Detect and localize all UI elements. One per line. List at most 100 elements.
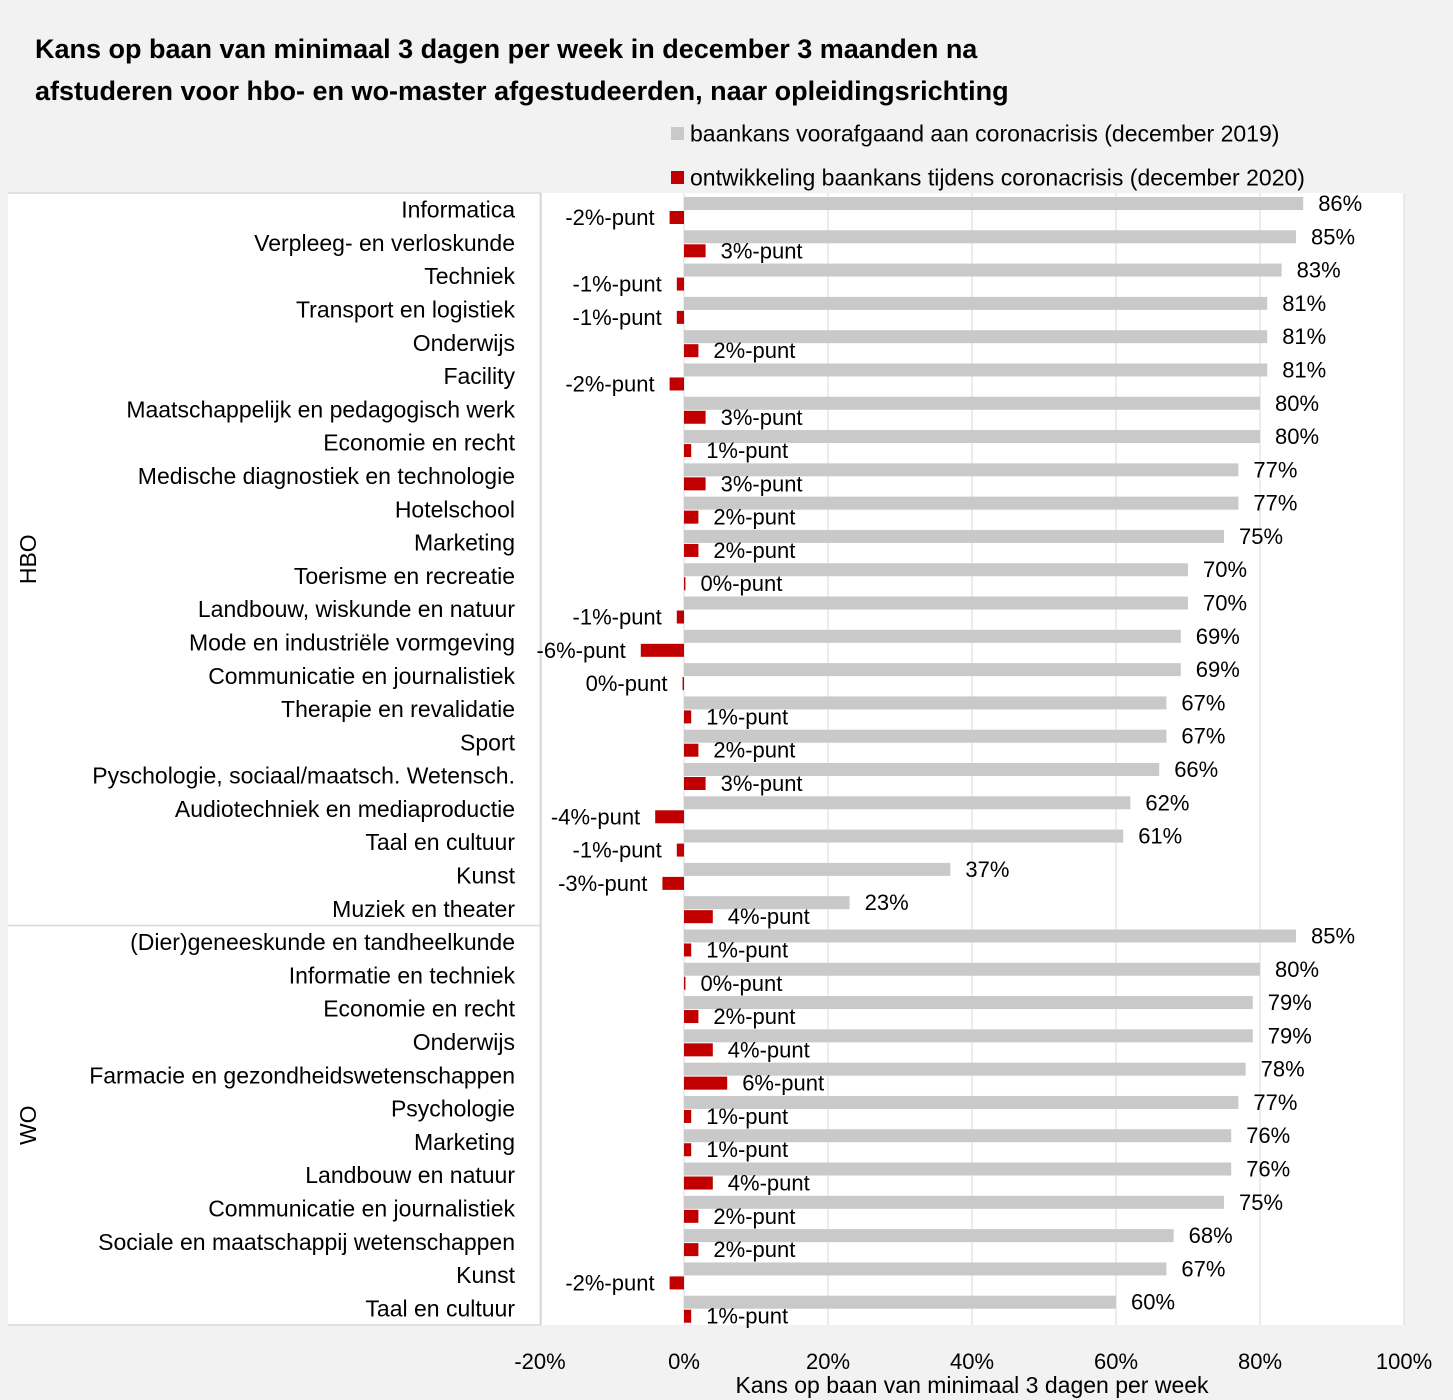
- bar-change-2020: [684, 543, 699, 557]
- bar-2019: [684, 962, 1260, 976]
- bar-change-2020: [684, 777, 706, 790]
- legend-label-change-2020: ontwikkeling baankans tijdens coronacris…: [690, 165, 1305, 191]
- data-label-2019: 83%: [1297, 258, 1341, 283]
- data-label-2019: 85%: [1311, 224, 1355, 249]
- category-label: Informatie en techniek: [289, 962, 516, 988]
- data-label-2019: 81%: [1282, 324, 1326, 349]
- x-tick-label: 80%: [1238, 1349, 1282, 1374]
- bar-change-2020: [684, 1143, 692, 1157]
- category-label: Sport: [460, 729, 516, 755]
- category-label: Farmacie en gezondheidswetenschappen: [89, 1062, 515, 1088]
- data-label-change-2020: -2%-punt: [565, 205, 654, 230]
- legend-swatch-2019: [671, 127, 684, 140]
- category-label: Facility: [443, 363, 515, 389]
- data-label-change-2020: 2%-punt: [713, 538, 795, 563]
- bar-change-2020: [684, 1010, 699, 1024]
- bar-change-2020: [682, 677, 684, 691]
- data-label-2019: 66%: [1174, 757, 1218, 782]
- category-label: Onderwijs: [413, 330, 515, 356]
- data-label-change-2020: 2%-punt: [713, 1204, 795, 1229]
- x-axis-title: Kans op baan van minimaal 3 dagen per we…: [735, 1372, 1209, 1398]
- bar-change-2020: [669, 377, 684, 391]
- data-label-change-2020: 4%-punt: [728, 1171, 810, 1196]
- data-label-2019: 78%: [1261, 1057, 1305, 1082]
- bar-change-2020: [669, 1276, 684, 1290]
- bar-change-2020: [684, 244, 706, 258]
- category-label: Landbouw en natuur: [305, 1162, 515, 1188]
- bar-change-2020: [669, 211, 684, 224]
- bar-change-2020: [684, 710, 692, 724]
- bar-2019: [684, 763, 1160, 776]
- bar-2019: [684, 463, 1239, 477]
- data-label-2019: 68%: [1189, 1223, 1233, 1248]
- bar-2019: [684, 330, 1268, 344]
- category-label: Onderwijs: [413, 1029, 515, 1055]
- category-label: Transport en logistiek: [296, 297, 516, 323]
- bar-2019: [684, 1062, 1246, 1076]
- bar-2019: [684, 496, 1239, 510]
- category-label: Therapie en revalidatie: [281, 696, 515, 722]
- bar-2019: [684, 796, 1131, 810]
- data-label-change-2020: -1%-punt: [573, 272, 662, 297]
- data-label-2019: 86%: [1318, 191, 1362, 216]
- data-label-2019: 67%: [1181, 1256, 1225, 1281]
- bar-2019: [684, 663, 1181, 677]
- data-label-change-2020: -6%-punt: [537, 638, 626, 663]
- category-label: Muziek en theater: [332, 896, 515, 922]
- data-label-change-2020: -2%-punt: [565, 1270, 654, 1295]
- bar-2019: [684, 1295, 1116, 1309]
- data-label-2019: 75%: [1239, 1190, 1283, 1215]
- category-label: Medische diagnostiek en technologie: [138, 463, 515, 489]
- chart-title-line-2: afstuderen voor hbo- en wo-master afgest…: [35, 76, 1009, 106]
- data-label-change-2020: 3%-punt: [721, 471, 803, 496]
- bar-change-2020: [676, 610, 684, 624]
- data-label-2019: 79%: [1268, 990, 1312, 1015]
- category-label: Verpleeg- en verloskunde: [254, 230, 515, 256]
- x-tick-label: 40%: [950, 1349, 994, 1374]
- bar-change-2020: [684, 477, 706, 491]
- data-label-change-2020: -1%-punt: [573, 305, 662, 330]
- bar-change-2020: [684, 976, 686, 990]
- data-label-change-2020: 2%-punt: [713, 1237, 795, 1262]
- data-label-change-2020: 1%-punt: [706, 438, 788, 463]
- category-label: Taal en cultuur: [365, 1295, 515, 1321]
- data-label-change-2020: 1%-punt: [706, 1137, 788, 1162]
- bar-2019: [684, 263, 1282, 277]
- bar-change-2020: [684, 444, 692, 458]
- data-label-change-2020: -3%-punt: [558, 871, 647, 896]
- data-label-change-2020: 3%-punt: [721, 405, 803, 430]
- data-label-change-2020: -1%-punt: [573, 605, 662, 630]
- data-label-change-2020: 4%-punt: [728, 1037, 810, 1062]
- data-label-2019: 80%: [1275, 957, 1319, 982]
- category-label: Economie en recht: [323, 996, 515, 1022]
- data-label-2019: 69%: [1196, 657, 1240, 682]
- x-tick-label: 20%: [806, 1349, 850, 1374]
- x-tick-label: 0%: [668, 1349, 700, 1374]
- bar-2019: [684, 563, 1188, 577]
- category-label: Kunst: [456, 1262, 515, 1288]
- data-label-2019: 75%: [1239, 524, 1283, 549]
- x-tick-label: 60%: [1094, 1349, 1138, 1374]
- x-tick-label: -20%: [514, 1349, 565, 1374]
- bar-change-2020: [684, 1243, 699, 1257]
- data-label-2019: 81%: [1282, 357, 1326, 382]
- data-label-change-2020: 0%-punt: [586, 671, 668, 696]
- bar-2019: [684, 996, 1253, 1010]
- category-label: Landbouw, wiskunde en natuur: [198, 596, 515, 622]
- category-label: (Dier)geneeskunde en tandheelkunde: [130, 929, 515, 955]
- bar-2019: [684, 1162, 1232, 1176]
- data-label-2019: 80%: [1275, 391, 1319, 416]
- bar-change-2020: [684, 1109, 692, 1123]
- category-label: Kunst: [456, 863, 515, 889]
- data-label-2019: 79%: [1268, 1023, 1312, 1048]
- bar-2019: [684, 396, 1260, 410]
- data-label-change-2020: 6%-punt: [742, 1071, 824, 1096]
- bar-2019: [684, 1095, 1239, 1109]
- category-label: Pyschologie, sociaal/maatsch. Wetensch.: [92, 763, 515, 789]
- category-label: Techniek: [424, 263, 515, 289]
- category-label: Mode en industriële vormgeving: [189, 629, 515, 655]
- data-label-change-2020: 2%-punt: [713, 338, 795, 363]
- data-label-2019: 67%: [1181, 724, 1225, 749]
- bar-change-2020: [684, 943, 692, 957]
